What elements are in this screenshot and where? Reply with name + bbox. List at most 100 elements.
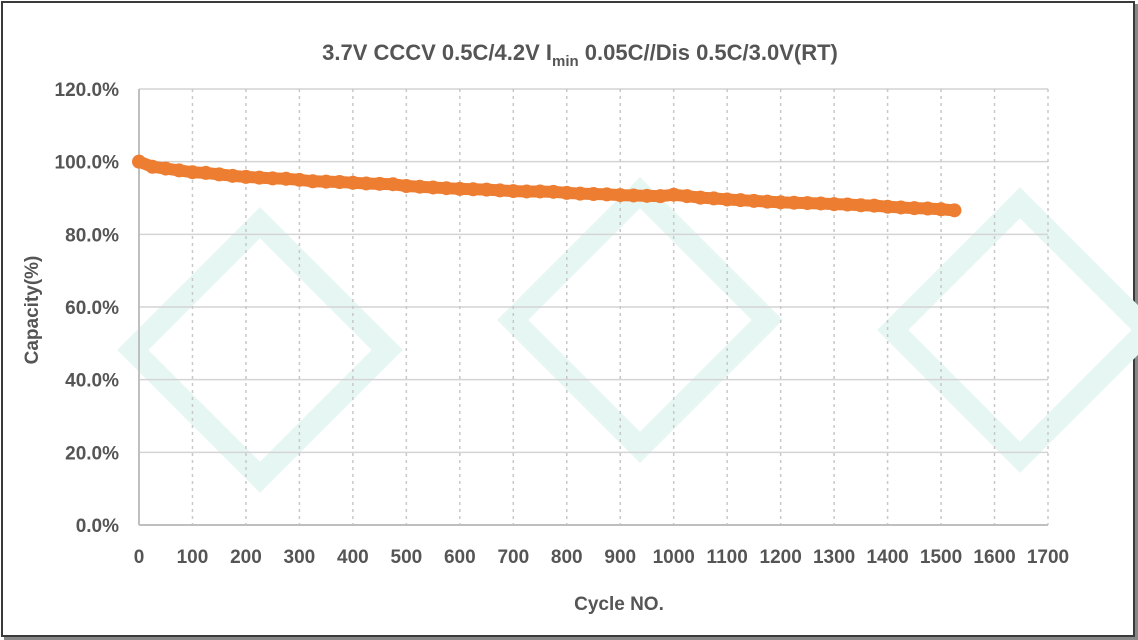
data-point <box>359 176 374 191</box>
data-point <box>893 200 908 215</box>
y-tick-label: 40.0% <box>65 371 119 392</box>
x-tick-label: 200 <box>230 547 262 568</box>
data-point <box>426 180 441 195</box>
data-point <box>279 171 294 186</box>
data-point <box>639 188 654 203</box>
title-rest: 0.05C//Dis 0.5C/3.0V(RT) <box>579 40 838 65</box>
data-point <box>158 161 173 176</box>
data-point <box>773 195 788 210</box>
y-tick-label: 120.0% <box>55 80 120 101</box>
watermark-shape <box>117 207 403 493</box>
x-tick-label: 600 <box>444 547 476 568</box>
data-point <box>452 181 467 196</box>
x-tick-label: 100 <box>177 547 209 568</box>
data-point <box>238 169 253 184</box>
tick-labels: 0.0% 20.0% 40.0% 60.0% 80.0% 100.0% 120.0% 0 100… <box>55 80 1070 568</box>
data-point <box>920 201 935 216</box>
data-point <box>185 165 200 180</box>
x-tick-label: 1300 <box>813 547 855 568</box>
data-point <box>827 197 842 212</box>
data-point <box>787 195 802 210</box>
data-point <box>305 174 320 189</box>
data-point <box>533 184 548 199</box>
data-point <box>559 185 574 200</box>
x-tick-label: 500 <box>391 547 423 568</box>
data-point <box>934 202 949 217</box>
data-point <box>439 181 454 196</box>
data-point <box>319 174 334 189</box>
data-point <box>466 182 481 197</box>
data-point <box>252 170 267 185</box>
data-point <box>947 203 962 218</box>
data-point <box>706 191 721 206</box>
data-point <box>573 186 588 201</box>
data-point <box>586 187 601 202</box>
data-point <box>345 175 360 190</box>
x-tick-label: 800 <box>551 547 583 568</box>
data-point <box>145 159 160 174</box>
data-point <box>198 165 213 180</box>
watermark-shape <box>877 187 1138 473</box>
data-point <box>907 201 922 216</box>
data-point <box>492 183 507 198</box>
data-point <box>720 192 735 207</box>
watermark-shape <box>497 177 783 463</box>
chart-title: 3.7V CCCV 0.5C/4.2V Imin 0.05C//Dis 0.5C… <box>322 40 838 70</box>
title-main: 3.7V CCCV 0.5C/4.2V I <box>322 40 552 65</box>
data-point <box>666 187 681 202</box>
data-point <box>853 198 868 213</box>
x-tick-label: 1600 <box>973 547 1015 568</box>
data-point <box>212 167 227 182</box>
data-point <box>733 193 748 208</box>
data-point <box>840 197 855 212</box>
data-point <box>225 168 240 183</box>
data-point <box>372 176 387 191</box>
data-point <box>506 184 521 199</box>
y-tick-label: 0.0% <box>76 516 119 537</box>
data-point <box>613 188 628 203</box>
data-point <box>653 189 668 204</box>
data-points <box>132 154 962 218</box>
data-point <box>265 171 280 186</box>
data-point <box>292 172 307 187</box>
y-tick-label: 60.0% <box>65 298 119 319</box>
y-tick-label: 80.0% <box>65 225 119 246</box>
data-point <box>172 163 187 178</box>
y-tick-label: 20.0% <box>65 443 119 464</box>
title-subscript: min <box>552 53 579 70</box>
x-tick-label: 1000 <box>653 547 695 568</box>
x-axis-label: Cycle NO. <box>574 594 664 615</box>
data-point <box>479 182 494 197</box>
y-axis-label: Capacity(%) <box>22 256 43 365</box>
data-point <box>385 177 400 192</box>
data-point <box>626 188 641 203</box>
x-tick-label: 700 <box>497 547 529 568</box>
data-point <box>546 184 561 199</box>
x-tick-label: 1700 <box>1027 547 1069 568</box>
data-point <box>760 194 775 209</box>
data-point <box>800 196 815 211</box>
data-point <box>599 187 614 202</box>
data-point <box>399 179 414 194</box>
x-tick-label: 300 <box>284 547 316 568</box>
y-tick-label: 100.0% <box>55 153 120 174</box>
data-point <box>867 198 882 213</box>
x-tick-label: 1400 <box>866 547 908 568</box>
data-point <box>132 154 146 169</box>
data-point <box>332 175 347 190</box>
data-point <box>813 196 828 211</box>
data-point <box>693 190 708 205</box>
x-tick-label: 1500 <box>920 547 962 568</box>
x-tick-label: 400 <box>337 547 369 568</box>
x-tick-label: 0 <box>134 547 145 568</box>
x-tick-label: 900 <box>604 547 636 568</box>
data-point <box>880 199 895 214</box>
watermark <box>117 177 1138 493</box>
data-point <box>412 179 427 194</box>
data-point <box>746 193 761 208</box>
data-point <box>680 189 695 204</box>
data-point <box>519 184 534 199</box>
x-tick-label: 1200 <box>760 547 802 568</box>
